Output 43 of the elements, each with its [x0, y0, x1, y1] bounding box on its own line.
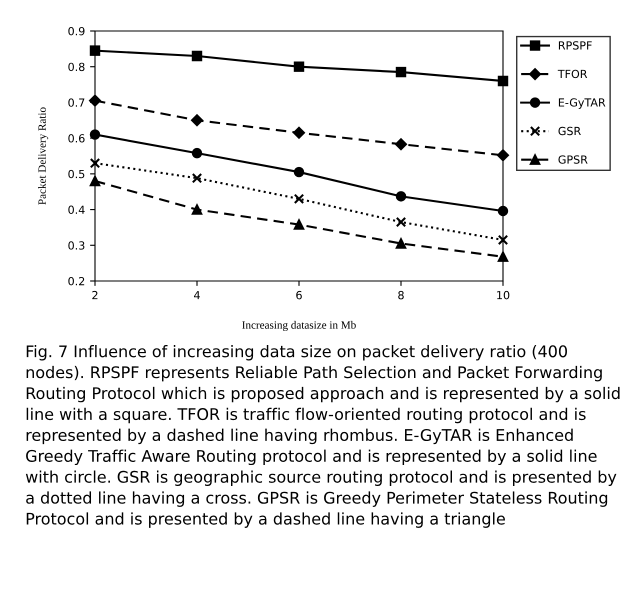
- point: [90, 129, 100, 140]
- point: [192, 50, 202, 62]
- point: [294, 62, 304, 72]
- y-tick-label: 0.3: [68, 241, 84, 250]
- point: [395, 138, 407, 150]
- y-tick-label: 0.8: [68, 62, 85, 72]
- legend-label: GPSR: [558, 155, 588, 164]
- point: [192, 172, 202, 184]
- point: [497, 149, 509, 162]
- y-tick-label: 0.4: [68, 206, 85, 214]
- point: [90, 45, 100, 56]
- point: [192, 148, 202, 158]
- legend-label: RPSPF: [558, 41, 592, 50]
- point: [498, 252, 508, 262]
- y-tick-label: 0.5: [68, 170, 84, 178]
- text: Fig. 7 Influence of increasing data size on packet delivery ratio (400 nodes). RPSPF represents Reliable Path Selection and Packet Forwarding Routing Protocol which is proposed approach and is represented by a solid line with a square. TFOR is traffic flow-oriented routing protocol and is represented by a dashed line having rhombus. E-GyTAR is Enhanced Greedy Traffic Aware Routing protocol and is represented by a solid line with circle. GSR is geographic source routing protocol and is presented by a dotted line having a cross. GPSR is Greedy Perimeter Stateless Routing Protocol and is presented by a dashed line having a triangle: [26, 345, 620, 528]
- legend-label: GSR: [558, 126, 581, 136]
- x-tick-label: 6: [296, 290, 302, 300]
- point: [294, 194, 304, 204]
- x-tick-label: 8: [398, 290, 404, 300]
- legend-label: TFOR: [558, 70, 588, 78]
- x-tick-label: 2: [92, 290, 98, 300]
- x-axis-title: Increasing datasize in Mb: [242, 320, 356, 332]
- point: [293, 126, 305, 139]
- point: [192, 204, 202, 215]
- y-tick-label: 0.7: [68, 98, 84, 107]
- x-tick-label: 4: [194, 291, 200, 300]
- point: [498, 234, 508, 246]
- point: [396, 66, 406, 78]
- point: [89, 94, 101, 107]
- point: [90, 158, 100, 168]
- y-tick-label: 0.2: [68, 276, 84, 286]
- point: [396, 238, 406, 249]
- y-tick-label: 0.9: [68, 26, 84, 36]
- x-tick-label: 10: [497, 290, 510, 300]
- point: [396, 216, 406, 228]
- point: [396, 191, 406, 202]
- point: [294, 219, 304, 230]
- legend-label: E-GyTAR: [558, 98, 606, 109]
- y-tick-label: 0.6: [68, 134, 85, 143]
- y-axis-title: Packet Delivery Ratio: [38, 107, 48, 205]
- point: [294, 166, 304, 178]
- point: [191, 114, 203, 126]
